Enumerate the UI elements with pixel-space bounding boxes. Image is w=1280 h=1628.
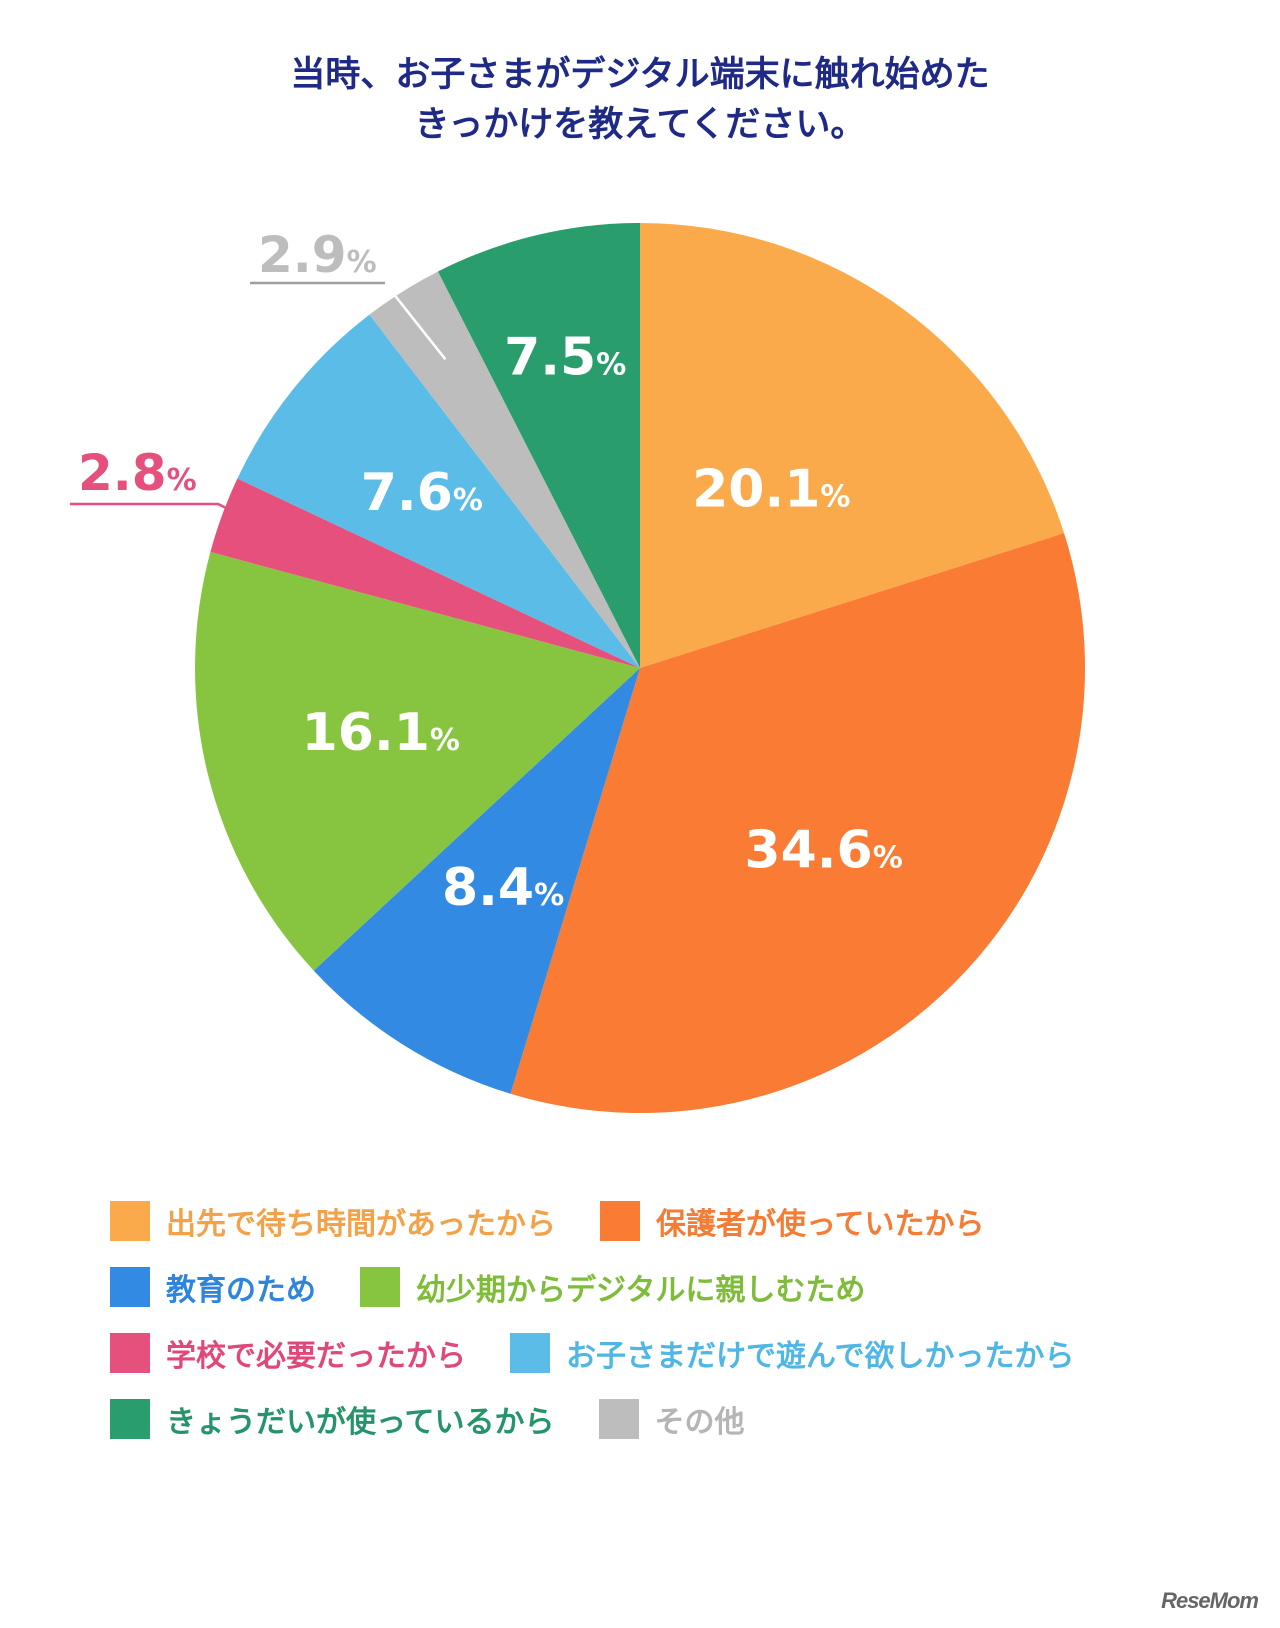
legend-row: 出先で待ち時間があったから 保護者が使っていたから	[110, 1188, 1250, 1254]
slice-value-label: 7.5%	[504, 328, 626, 388]
pie-slice	[210, 478, 640, 668]
chart-title-line-2: きっかけを教えてください。	[414, 105, 866, 145]
legend-item: 出先で待ち時間があったから	[110, 1199, 556, 1243]
legend-swatch	[110, 1399, 150, 1439]
legend-item: お子さまだけで遊んで欲しかったから	[510, 1331, 1075, 1375]
legend-label: 教育のため	[166, 1273, 316, 1308]
legend-label: お子さまだけで遊んで欲しかったから	[566, 1339, 1075, 1374]
legend-swatch	[598, 1399, 639, 1439]
legend-swatch	[110, 1267, 150, 1307]
pie-slice	[640, 223, 1065, 668]
legend-label: 学校で必要だったから	[166, 1339, 466, 1374]
legend-label: 出先で待ち時間があったから	[166, 1207, 556, 1242]
chart-title-line-1: 当時、お子さまがデジタル端末に触れ始めた	[290, 55, 990, 95]
legend-item: 保護者が使っていたから	[600, 1199, 985, 1243]
legend-label: その他	[654, 1405, 745, 1440]
slice-value-label: 2.9%	[258, 226, 377, 284]
slice-value-label: 34.6%	[744, 820, 902, 880]
legend-label: 幼少期からデジタルに親しむため	[416, 1273, 866, 1308]
legend-item: 幼少期からデジタルに親しむため	[360, 1265, 865, 1309]
slice-value-label: 7.6%	[361, 463, 483, 523]
leader-line	[70, 502, 299, 544]
pie-chart: 20.1% 34.6% 8.4% 16.1% 2.8% 7.6% 2.9% 7.5%	[70, 222, 1086, 1114]
legend-item: 教育のため	[110, 1265, 316, 1309]
legend-swatch	[110, 1333, 150, 1373]
brand-logo: ReseMom	[1161, 1588, 1259, 1613]
pie-slice	[510, 533, 1086, 1114]
legend-swatch	[360, 1267, 400, 1307]
pie-slice	[369, 271, 640, 668]
legend-row: 学校で必要だったから お子さまだけで遊んで欲しかったから	[110, 1320, 1250, 1386]
slice-value-label: 8.4%	[442, 858, 564, 918]
legend-swatch	[110, 1201, 150, 1241]
pie-slice	[313, 668, 640, 1094]
legend-row: 教育のため 幼少期からデジタルに親しむため	[110, 1254, 1250, 1320]
pie-slice	[237, 314, 640, 668]
legend-swatch	[600, 1201, 640, 1241]
pie-slice	[437, 222, 640, 668]
legend-item: 学校で必要だったから	[110, 1331, 466, 1375]
slice-value-label: 2.8%	[78, 444, 197, 502]
slice-value-label: 20.1%	[692, 459, 850, 519]
legend-label: きょうだいが使っているから	[166, 1405, 555, 1440]
legend-swatch	[510, 1333, 550, 1373]
legend-item: きょうだいが使っているから	[110, 1397, 555, 1441]
chart-title: 当時、お子さまがデジタル端末に触れ始めた きっかけを教えてください。	[0, 50, 1280, 150]
legend-row: きょうだいが使っているから その他	[110, 1386, 1250, 1452]
legend-item: その他	[598, 1397, 745, 1441]
legend: 出先で待ち時間があったから 保護者が使っていたから教育のため 幼少期からデジタルに親…	[110, 1188, 1250, 1452]
pie-slice	[195, 551, 640, 971]
legend-label: 保護者が使っていたから	[656, 1207, 985, 1242]
slice-value-label: 16.1%	[302, 703, 460, 763]
